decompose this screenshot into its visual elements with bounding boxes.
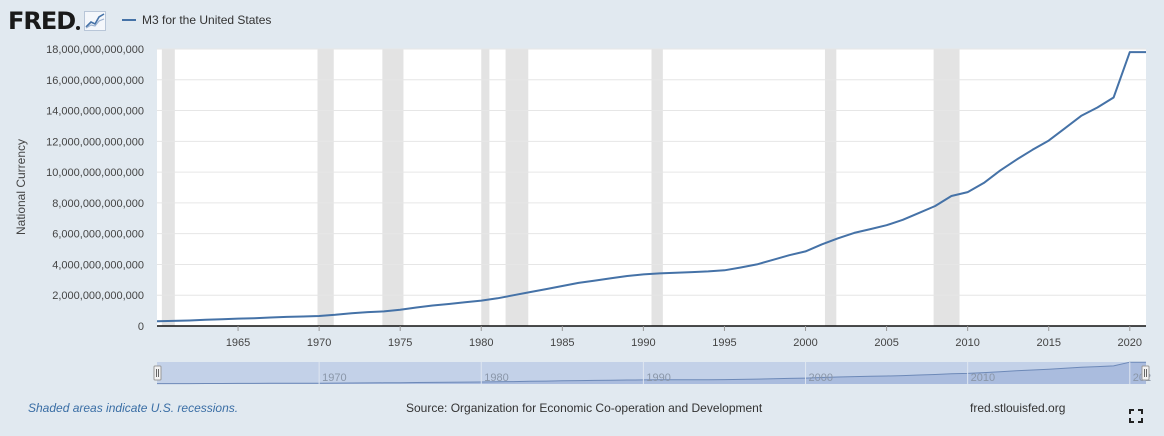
x-tick-label: 2015 [1036, 337, 1060, 349]
x-tick-label: 1990 [631, 337, 655, 349]
chart-legend[interactable]: M3 for the United States [122, 13, 271, 27]
logo-dot [76, 26, 81, 30]
navigator-line [157, 361, 1146, 385]
y-tick-label: 14,000,000,000,000 [46, 106, 144, 118]
y-axis-title: National Currency [14, 139, 28, 235]
recession-bands [161, 49, 960, 326]
navigator-label: 1970 [322, 372, 346, 384]
navigator-label: 2000 [809, 372, 833, 384]
legend-label: M3 for the United States [142, 13, 272, 27]
source-note: Source: Organization for Economic Co-ope… [406, 401, 763, 415]
recession-band-6 [824, 49, 837, 326]
navigator-area [157, 362, 1146, 384]
legend-swatch [122, 19, 136, 21]
fred-logo[interactable]: FRED [8, 7, 107, 35]
gridlines [157, 48, 1146, 296]
x-tick-label: 1975 [388, 337, 412, 349]
recession-band-3 [481, 49, 490, 326]
y-tick-label: 6,000,000,000,000 [52, 229, 144, 241]
chart-canvas: 0 2,000,000,000,000 4,000,000,000,000 6,000… [14, 44, 1151, 385]
x-tick-label: 1970 [307, 337, 331, 349]
recession-band-2 [382, 49, 404, 326]
x-tick-label: 1980 [469, 337, 493, 349]
navigator-label: 1990 [646, 372, 670, 384]
site-link[interactable]: fred.stlouisfed.org [970, 401, 1066, 415]
fred-logo-text: FRED [8, 7, 76, 35]
navigator-left-handle[interactable] [153, 365, 162, 381]
recession-band-1 [317, 49, 334, 326]
logo-chart-icon [84, 11, 107, 31]
range-navigator[interactable]: 19701980199020002010202 [153, 361, 1151, 385]
x-tick-label: 2000 [793, 337, 817, 349]
recession-band-0 [161, 49, 175, 326]
series-line-0[interactable] [156, 51, 1146, 323]
x-tick-label: 1965 [226, 337, 250, 349]
navigator-label: 2010 [971, 372, 995, 384]
y-tick-label: 4,000,000,000,000 [52, 259, 144, 271]
y-tick-label: 12,000,000,000,000 [46, 136, 144, 148]
recession-note: Shaded areas indicate U.S. recessions. [28, 401, 239, 415]
x-tick-label: 1995 [712, 337, 736, 349]
navigator-label: 1980 [484, 372, 508, 384]
x-tick-labels: 1965 1970 1975 1980 1985 1990 1995 2000 2005 2010… [226, 326, 1142, 349]
fullscreen-icon[interactable] [1129, 409, 1143, 423]
y-tick-label: 16,000,000,000,000 [46, 75, 144, 87]
y-tick-label: 2,000,000,000,000 [52, 290, 144, 302]
x-tick-label: 1985 [550, 337, 574, 349]
y-tick-label: 8,000,000,000,000 [52, 198, 144, 210]
y-tick-label: 0 [138, 321, 144, 333]
chart-header: FRED M3 for the United States [0, 0, 1164, 42]
x-tick-label: 2010 [955, 337, 979, 349]
series-layer [156, 51, 1146, 323]
recession-band-4 [505, 49, 529, 326]
y-tick-label: 10,000,000,000,000 [46, 167, 144, 179]
y-tick-labels: 0 2,000,000,000,000 4,000,000,000,000 6,000… [46, 44, 144, 333]
navigator-labels: 19701980199020002010202 [318, 362, 1151, 384]
y-tick-label: 18,000,000,000,000 [46, 44, 144, 56]
x-tick-label: 2005 [874, 337, 898, 349]
recession-band-5 [651, 49, 663, 326]
navigator-right-handle[interactable] [1141, 365, 1150, 381]
x-tick-label: 2020 [1118, 337, 1142, 349]
recession-band-7 [933, 49, 960, 326]
